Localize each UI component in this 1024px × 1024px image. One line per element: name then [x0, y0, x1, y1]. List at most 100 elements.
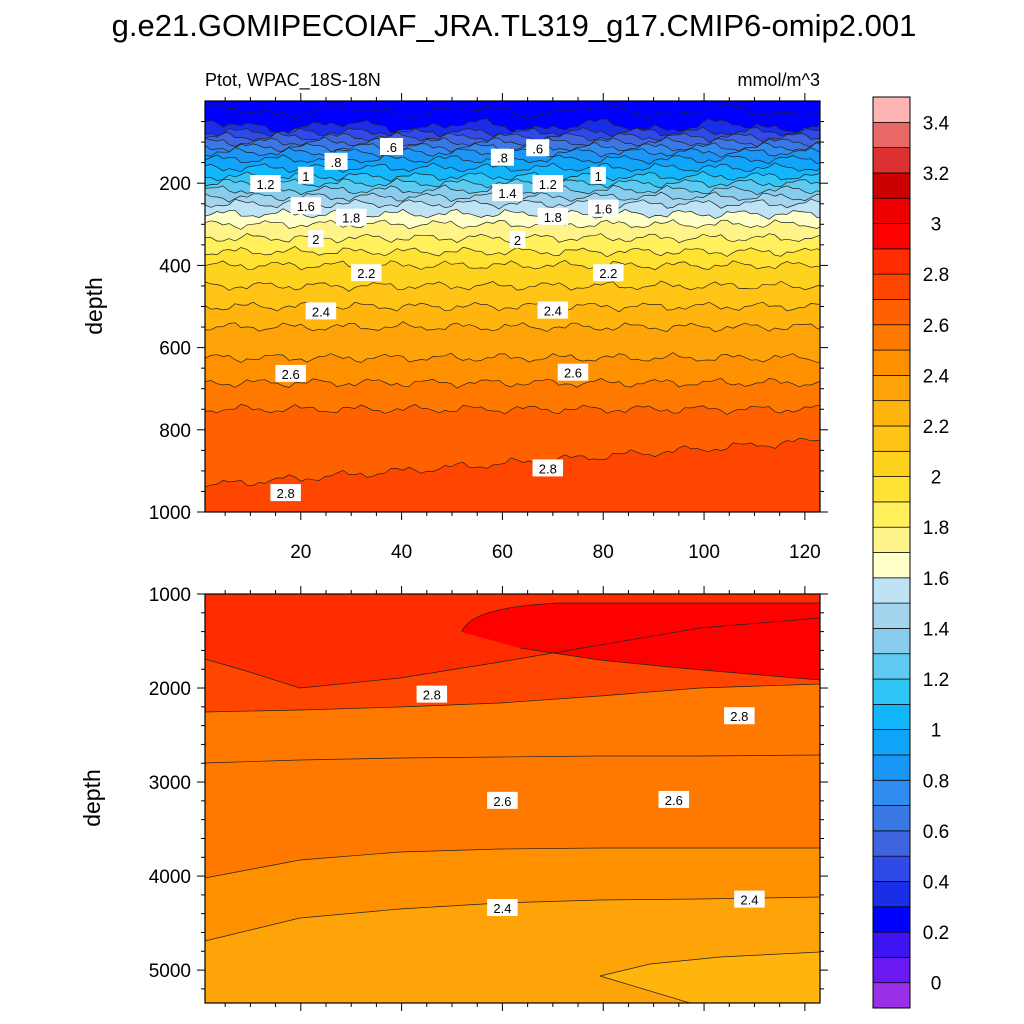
contour-label: 2.8 — [532, 459, 564, 477]
contour-label-text: .6 — [532, 141, 543, 156]
colorbar-tick-label: 0.2 — [923, 923, 949, 944]
upper-band — [205, 438, 820, 512]
colorbar-swatch — [872, 248, 911, 275]
y-tick-label: 4000 — [149, 867, 191, 888]
upper-contour-labels: .6 .8 .8 .6 1.2 1 1 1.2 1.4 1.6 1.6 1.8 1.8 2 2 2.2 2.2 2… — [250, 138, 624, 502]
lower-contour-line — [205, 847, 820, 879]
upper-contour-line — [205, 136, 820, 148]
contour-label-text: 2.6 — [665, 793, 683, 808]
colorbar-swatch — [872, 375, 911, 402]
colorbar-tick-label: 1.8 — [923, 518, 949, 539]
contour-label-box — [590, 166, 606, 184]
contour-label-box — [587, 199, 619, 217]
x-tick-label: 120 — [789, 542, 821, 563]
contour-label-text: 2.4 — [493, 901, 511, 916]
contour-label-text: 2.8 — [539, 461, 557, 476]
colorbar-tick-label: 0.4 — [923, 872, 950, 893]
colorbar-swatch — [872, 602, 911, 629]
contour-label-text: 2.4 — [312, 304, 330, 319]
upper-contour-panel: 200 400 600 800 1000 20 40 60 80 100 120 .6 .8 .8 .6 1… — [81, 93, 828, 563]
contour-label-text: 2.6 — [282, 367, 300, 382]
contour-label: .8 — [490, 148, 514, 166]
contour-label-text: 2 — [312, 232, 319, 247]
contour-label: 2.6 — [557, 363, 589, 381]
colorbar-swatch — [872, 121, 911, 148]
colorbar-tick-label: 0 — [931, 974, 942, 995]
colorbar-swatch — [872, 881, 911, 908]
contour-label-text: 2 — [514, 233, 521, 248]
contour-label-text: 1.4 — [498, 186, 516, 201]
colorbar-tick-label: 3 — [931, 215, 942, 236]
colorbar-swatch — [872, 324, 911, 351]
colorbar-swatch — [872, 147, 911, 174]
y-tick-label: 600 — [159, 339, 191, 360]
upper-contour-line — [205, 147, 820, 158]
colorbar-swatch — [872, 299, 911, 326]
contour-label-text: 2.8 — [730, 709, 748, 724]
contour-label: .6 — [380, 138, 404, 156]
x-tick-label: 20 — [290, 542, 311, 563]
colorbar-tick-label: 3.4 — [923, 113, 950, 134]
colorbar-swatch — [872, 172, 911, 199]
colorbar-swatch — [872, 273, 911, 300]
lower-y-axis-label: depth — [79, 769, 105, 827]
colorbar-tick-label: 0.8 — [923, 771, 949, 792]
contour-label: 2.4 — [487, 899, 518, 917]
contour-label-text: 2.2 — [357, 266, 375, 281]
contour-label: 1.2 — [532, 175, 564, 193]
contour-label-box — [487, 899, 518, 917]
y-tick-label: 200 — [159, 174, 191, 195]
upper-y-axis-label: depth — [81, 277, 107, 335]
contour-label-box — [290, 197, 322, 215]
contour-label-text: 2.8 — [423, 688, 441, 703]
contour-label-box — [298, 166, 314, 184]
contour-label-box — [487, 791, 518, 809]
contour-label: 2.2 — [593, 264, 624, 282]
contour-label-text: 1 — [302, 169, 309, 184]
upper-contour-line — [205, 377, 820, 389]
colorbar-swatch — [872, 400, 911, 427]
colorbar-tick-label: 1.2 — [923, 670, 949, 691]
colorbar-swatch — [872, 982, 911, 1009]
contour-label-box — [492, 184, 523, 202]
units-subtitle: mmol/m^3 — [738, 70, 820, 90]
contour-label: 1.6 — [587, 199, 619, 217]
contour-label: 2.8 — [724, 707, 755, 725]
contour-label-text: 2.4 — [544, 304, 562, 319]
contour-label: 1.6 — [290, 197, 322, 215]
upper-contour-line — [205, 141, 820, 153]
colorbar-tick-label: 1 — [931, 721, 942, 742]
lower-band-2.3 — [600, 952, 820, 1003]
colorbar-swatch — [872, 855, 911, 882]
contour-label-box — [734, 890, 765, 908]
contour-label-text: 2.8 — [277, 486, 295, 501]
contour-label: 2 — [308, 230, 324, 248]
upper-contour-line — [205, 177, 820, 189]
colorbar-swatch — [872, 501, 911, 528]
y-tick-label: 1000 — [149, 503, 191, 524]
colorbar-swatch — [872, 476, 911, 503]
lower-contour-line — [461, 602, 820, 681]
lower-contour-line — [205, 617, 820, 689]
contour-label-box — [658, 790, 690, 808]
colorbar-swatch — [872, 779, 911, 806]
y-tick-label: 800 — [159, 421, 191, 442]
contour-label: 1.2 — [250, 175, 281, 193]
upper-contour-line — [205, 218, 820, 230]
contour-label-box — [308, 230, 324, 248]
colorbar-swatch — [872, 628, 911, 655]
contour-label-box — [351, 264, 382, 282]
colorbar-swatch — [872, 906, 911, 933]
colorbar-swatch — [872, 830, 911, 857]
colorbar-tick-label: 3.2 — [923, 164, 949, 185]
y-tick-label: 2000 — [149, 679, 191, 700]
contour-label: 2.8 — [270, 484, 301, 502]
y-tick-label: 5000 — [149, 961, 191, 982]
contour-label: 1.8 — [335, 208, 367, 226]
colorbar-tick-label: 2.8 — [923, 265, 949, 286]
contour-label-box — [532, 175, 564, 193]
contour-label-box — [537, 301, 569, 319]
colorbar-tick-label: 2.6 — [923, 316, 949, 337]
y-tick-label: 400 — [159, 256, 191, 277]
